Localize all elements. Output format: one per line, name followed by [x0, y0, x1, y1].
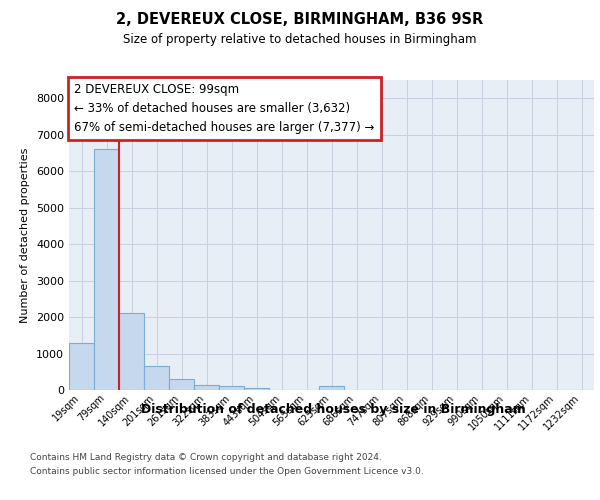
Bar [219, 386, 244, 390]
Text: Size of property relative to detached houses in Birmingham: Size of property relative to detached ho… [123, 32, 477, 46]
Text: 2 DEVEREUX CLOSE: 99sqm
← 33% of detached houses are smaller (3,632)
67% of semi: 2 DEVEREUX CLOSE: 99sqm ← 33% of detache… [74, 83, 374, 134]
Bar [94, 150, 119, 390]
Bar [69, 342, 94, 390]
Bar [319, 386, 344, 390]
Bar [119, 314, 144, 390]
Bar [194, 384, 219, 390]
Y-axis label: Number of detached properties: Number of detached properties [20, 148, 31, 322]
Text: Distribution of detached houses by size in Birmingham: Distribution of detached houses by size … [140, 402, 526, 415]
Bar [244, 388, 269, 390]
Bar [144, 366, 169, 390]
Bar [169, 379, 194, 390]
Text: 2, DEVEREUX CLOSE, BIRMINGHAM, B36 9SR: 2, DEVEREUX CLOSE, BIRMINGHAM, B36 9SR [116, 12, 484, 28]
Text: Contains public sector information licensed under the Open Government Licence v3: Contains public sector information licen… [30, 468, 424, 476]
Text: Contains HM Land Registry data © Crown copyright and database right 2024.: Contains HM Land Registry data © Crown c… [30, 452, 382, 462]
